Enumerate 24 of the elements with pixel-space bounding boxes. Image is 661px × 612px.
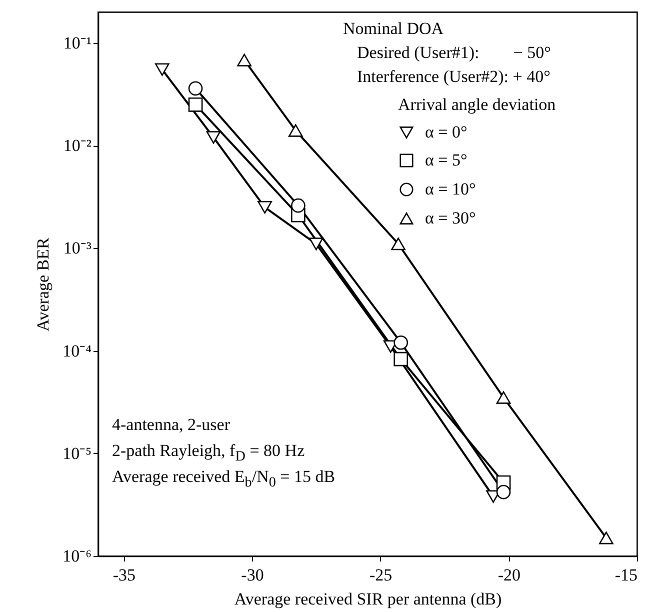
y-tick-label: 10⁻⁴: [62, 341, 92, 360]
y-tick-label: 10⁻¹: [63, 33, 92, 52]
x-tick-label: -25: [369, 566, 392, 584]
annotation: 4-antenna, 2-user: [112, 414, 230, 436]
legend-label: α = 10°: [425, 180, 476, 198]
annotation: Desired (User#1): − 50°: [357, 42, 551, 64]
annotation: Average received E$_{b}$/N$_{0}$ = 15 dB: [112, 466, 336, 492]
y-tick-label: 10⁻²: [63, 136, 92, 156]
x-tick-label: -30: [241, 566, 264, 584]
x-tick-label: -35: [112, 566, 136, 584]
legend-title: Arrival angle deviation: [398, 95, 556, 114]
annotation: Interference (User#2): + 40°: [357, 66, 550, 88]
y-tick-label: 10⁻⁶: [62, 546, 92, 566]
y-axis-title: Average BER: [34, 237, 53, 332]
y-tick-label: 10⁻⁵: [62, 444, 92, 463]
x-axis-title: Average received SIR per antenna (dB): [234, 590, 502, 608]
y-tick-label: 10⁻³: [63, 238, 92, 258]
annotation: Nominal DOA: [343, 18, 444, 40]
legend-label: α = 30°: [425, 208, 476, 228]
annotation: 2-path Rayleigh, f$_{D}$ = 80 Hz: [112, 440, 305, 466]
x-tick-label: -15: [614, 566, 638, 584]
x-tick-label: -20: [498, 566, 521, 584]
legend-label: α = 0°: [425, 122, 468, 142]
legend-label: α = 5°: [425, 150, 468, 170]
